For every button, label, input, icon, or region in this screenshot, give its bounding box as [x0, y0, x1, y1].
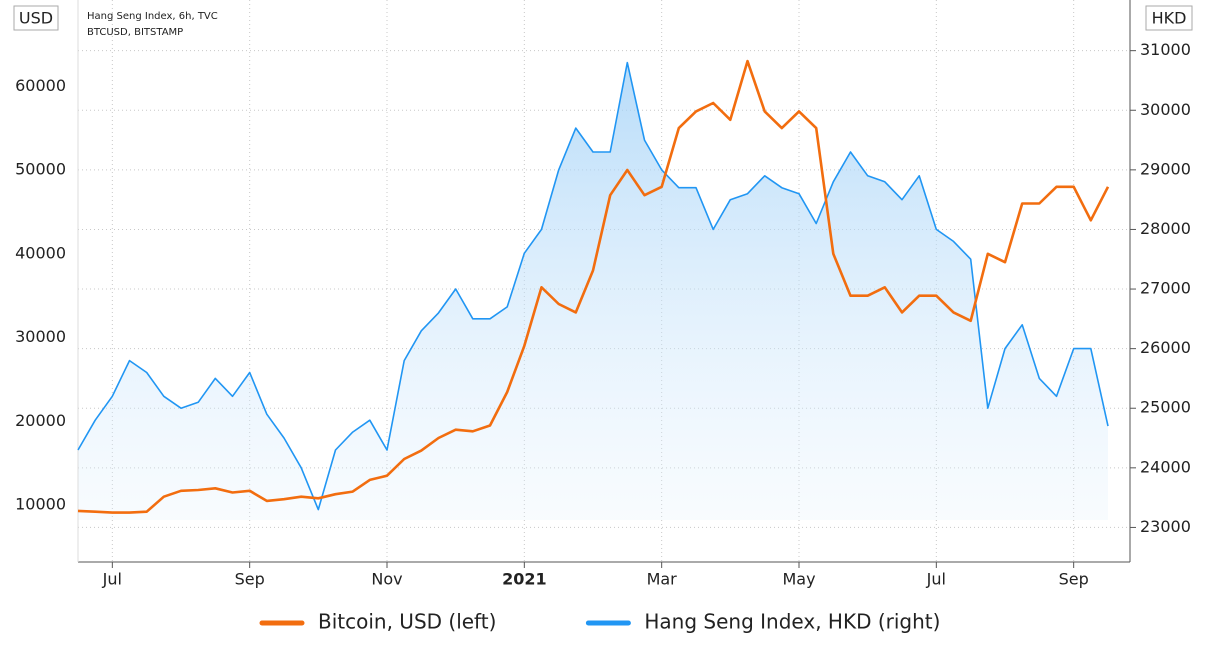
area-fill: [78, 62, 1108, 520]
y-tick-label: 30000: [15, 327, 66, 346]
y2-unit-box: [1145, 5, 1193, 31]
y2-axis-label: HKD: [1152, 9, 1187, 28]
x-tick-label: Mar: [647, 570, 678, 589]
line: [77, 61, 1109, 511]
y2-tick-label: 29000: [1140, 159, 1191, 178]
y2-tick-label: 27000: [1140, 279, 1191, 298]
y-axis-label: USD: [19, 9, 53, 28]
y-tick-label: 10000: [15, 495, 66, 514]
y2-tick-label: 26000: [1140, 338, 1191, 357]
y2-tick-label: 31000: [1140, 40, 1191, 59]
y2-tick-label: 25000: [1140, 398, 1191, 417]
y-tick-label: 60000: [15, 76, 66, 95]
x-tick-label: 2021: [502, 570, 547, 589]
x-tick-label: Nov: [371, 570, 402, 589]
note: BTCUSD, BITSTAMP: [87, 27, 183, 38]
y2-tick-label: 28000: [1140, 219, 1191, 238]
legend-label: Bitcoin, USD (left): [318, 610, 496, 634]
note: Hang Seng Index, 6h, TVC: [87, 11, 218, 22]
x-tick-label: Jul: [102, 570, 122, 589]
x-tick-label: Sep: [235, 570, 265, 589]
line: [77, 59, 1110, 514]
x-tick-label: Sep: [1059, 570, 1089, 589]
y2-tick-label: 24000: [1140, 457, 1191, 476]
y-tick-label: 40000: [15, 243, 66, 262]
x-tick-label: May: [782, 570, 815, 589]
y-tick-label: 50000: [15, 160, 66, 179]
y2-tick-label: 30000: [1140, 100, 1191, 119]
y-unit-box: [13, 5, 59, 31]
y-tick-label: 20000: [15, 411, 66, 430]
x-tick-label: Jul: [926, 570, 946, 589]
y2-tick-label: 23000: [1140, 517, 1191, 536]
legend-label: Hang Seng Index, HKD (right): [644, 610, 940, 634]
